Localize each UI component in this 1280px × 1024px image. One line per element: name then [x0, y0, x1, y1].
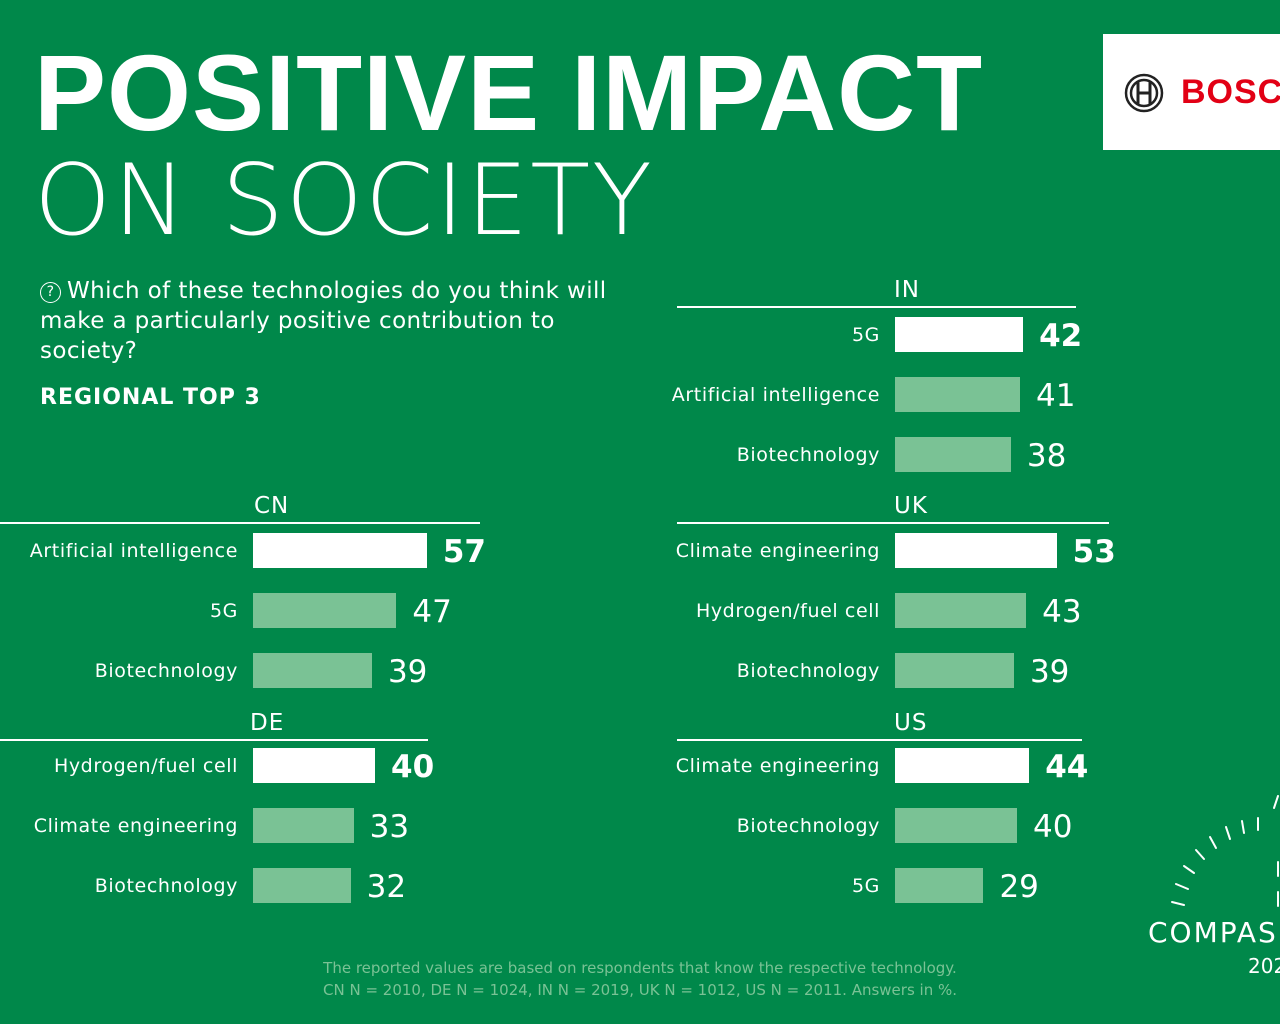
bar	[895, 808, 1017, 843]
bar-value-label: 42	[1039, 318, 1083, 354]
compass-wordmark: COMPAS	[1148, 916, 1278, 949]
section-label: REGIONAL TOP 3	[40, 385, 261, 410]
bosch-armature-icon	[1124, 73, 1164, 113]
bar-label: 5G	[851, 875, 880, 897]
footnote-line-2: CN N = 2010, DE N = 1024, IN N = 2019, U…	[323, 981, 957, 999]
bar	[253, 748, 375, 783]
survey-question-text: Which of these technologies do you think…	[40, 278, 607, 364]
region-title-uk: UK	[894, 493, 928, 519]
footnote: The reported values are based on respond…	[250, 957, 1030, 1001]
region-rule-cn	[0, 522, 480, 524]
bar-label: Artificial intelligence	[29, 540, 238, 562]
compass-dial-icon	[1171, 795, 1279, 907]
bar-value-label: 53	[1072, 534, 1116, 570]
bar	[895, 748, 1030, 783]
bar	[895, 377, 1021, 412]
bosch-logo: BOSCH	[1103, 34, 1280, 150]
region-rule-uk	[677, 522, 1109, 524]
bosch-logo-text: BOSCH	[1181, 73, 1280, 111]
bar-label: Climate engineering	[675, 540, 880, 562]
bar-value-label: 32	[366, 869, 407, 905]
compass-year: 202	[1248, 954, 1280, 978]
bar-label: Biotechnology	[736, 815, 880, 837]
bar-label: Biotechnology	[736, 660, 880, 682]
region-title-de: DE	[250, 710, 285, 736]
bar	[253, 593, 397, 628]
bar-label: Climate engineering	[675, 755, 880, 777]
bar-label: 5G	[851, 324, 880, 346]
bar	[895, 533, 1057, 568]
bar-value-label: 39	[387, 654, 428, 690]
region-rule-de	[0, 739, 428, 741]
bar	[253, 533, 427, 568]
page-subtitle: ON SOCIETY	[34, 144, 654, 258]
bar-value-label: 57	[442, 534, 486, 570]
bar	[895, 593, 1027, 628]
bar-value-label: 40	[391, 749, 435, 785]
region-rule-in	[677, 306, 1076, 308]
bar-value-label: 38	[1026, 438, 1067, 474]
bar	[253, 868, 351, 903]
bar-value-label: 41	[1036, 378, 1076, 414]
page-title: POSITIVE IMPACT	[34, 32, 984, 153]
bar-value-label: 33	[369, 809, 410, 845]
bar-value-label: 40	[1033, 809, 1073, 845]
bar	[253, 808, 354, 843]
bar-value-label: 47	[412, 594, 452, 630]
bar	[895, 317, 1024, 352]
bar-value-label: 29	[999, 869, 1039, 905]
region-title-in: IN	[894, 277, 920, 303]
survey-question: ? Which of these technologies do you thin…	[40, 276, 640, 366]
bar	[895, 653, 1014, 688]
bar-value-label: 43	[1042, 594, 1082, 630]
question-circle-icon: ?	[40, 282, 61, 303]
region-rule-us	[677, 739, 1082, 741]
bar-value-label: 39	[1029, 654, 1070, 690]
footnote-line-1: The reported values are based on respond…	[323, 959, 957, 977]
bar	[253, 653, 372, 688]
bar-label: Climate engineering	[33, 815, 238, 837]
region-title-us: US	[894, 710, 928, 736]
bar-label: Hydrogen/fuel cell	[53, 755, 238, 777]
region-title-cn: CN	[254, 493, 290, 519]
bar-label: Biotechnology	[94, 660, 238, 682]
bar	[895, 868, 984, 903]
bar	[895, 437, 1011, 472]
bar-value-label: 44	[1045, 749, 1089, 785]
bar-label: Hydrogen/fuel cell	[695, 600, 880, 622]
bar-label: Biotechnology	[94, 875, 238, 897]
bar-label: 5G	[209, 600, 238, 622]
bar-label: Biotechnology	[736, 444, 880, 466]
bar-label: Artificial intelligence	[671, 384, 880, 406]
